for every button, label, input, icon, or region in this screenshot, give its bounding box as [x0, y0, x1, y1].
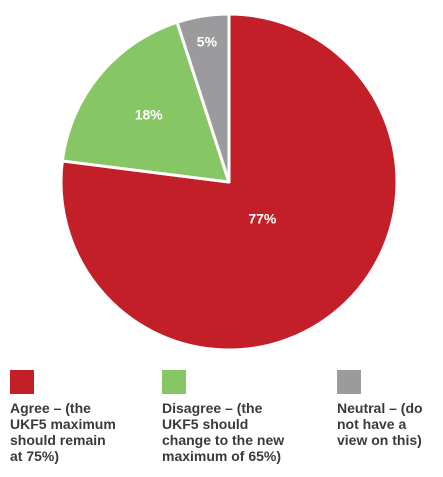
- legend-label-neutral: Neutral – (do not have a view on this): [337, 400, 423, 448]
- slice-label-agree: 77%: [248, 211, 277, 227]
- pie-chart: 77% 18% 5%: [59, 12, 399, 352]
- pie-slice-disagree: [60, 20, 231, 184]
- legend-label-agree: Agree – (the UKF5 maximum should remain …: [10, 400, 116, 464]
- legend-swatch-agree: [10, 370, 34, 394]
- slice-label-neutral: 5%: [197, 33, 218, 49]
- legend-swatch-neutral: [337, 370, 361, 394]
- slice-label-disagree: 18%: [135, 106, 164, 122]
- legend-item-disagree: Disagree – (the UKF5 should change to th…: [162, 370, 284, 464]
- legend-item-neutral: Neutral – (do not have a view on this): [337, 370, 423, 448]
- legend-swatch-disagree: [162, 370, 186, 394]
- legend-label-disagree: Disagree – (the UKF5 should change to th…: [162, 400, 285, 464]
- pie-slice-neutral: [175, 12, 231, 184]
- pie-slice-agree: [59, 12, 399, 352]
- legend-item-agree: Agree – (the UKF5 maximum should remain …: [10, 370, 116, 464]
